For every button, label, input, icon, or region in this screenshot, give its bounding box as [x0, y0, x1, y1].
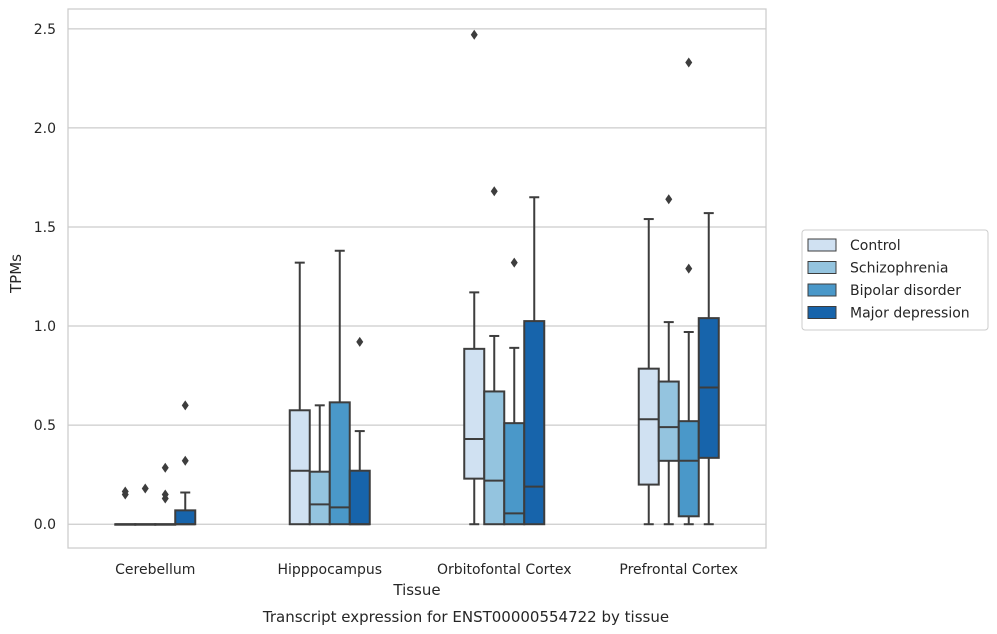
box-iqr [523, 320, 546, 526]
legend-entry: Major depression [850, 306, 970, 322]
y-tick-label: 2.5 [34, 22, 56, 38]
box-major-depression [523, 196, 546, 526]
y-tick-label: 0.5 [34, 418, 56, 434]
legend-entry: Bipolar disorder [850, 283, 961, 299]
x-axis: Cerebellum Hipppocampus Orbitofontal Corte… [115, 562, 738, 578]
box-major-depression [348, 336, 371, 526]
box-iqr [657, 380, 680, 462]
x-tick-label: Cerebellum [115, 562, 195, 578]
legend: Control Schizophrenia Bipolar disorder Majo… [801, 229, 989, 331]
x-tick-label: Orbitofontal Cortex [437, 562, 572, 578]
legend-entry: Schizophrenia [850, 261, 948, 277]
outlier-point [161, 489, 169, 500]
box-iqr [677, 420, 700, 518]
legend-swatch [807, 306, 837, 319]
outlier-point [510, 257, 518, 268]
box-iqr [463, 347, 486, 480]
box-schizophrenia [483, 186, 506, 526]
box-schizophrenia [657, 194, 680, 526]
outlier-point [121, 486, 129, 497]
box-control [114, 486, 137, 526]
box-iqr [483, 390, 506, 526]
legend-frame [801, 229, 989, 331]
box-control [637, 218, 660, 526]
box-schizophrenia [308, 404, 331, 526]
box-bipolar-disorder [154, 462, 177, 526]
box-iqr [503, 422, 526, 526]
box-control [288, 261, 311, 526]
x-tick-label: Prefrontal Cortex [619, 562, 738, 578]
outlier-point [665, 194, 673, 205]
x-tick-label: Hipppocampus [277, 562, 382, 578]
box-iqr [348, 469, 371, 526]
box-control [463, 29, 486, 526]
box-major-depression [697, 212, 720, 526]
y-tick-label: 1.0 [34, 319, 56, 335]
box-iqr [174, 509, 197, 526]
outlier-point [356, 336, 364, 347]
box-major-depression [174, 400, 197, 526]
box-bipolar-disorder [677, 57, 700, 526]
outlier-point [181, 400, 189, 411]
box-iqr [328, 401, 351, 526]
outlier-point [685, 263, 693, 274]
y-tick-label: 1.5 [34, 220, 56, 236]
legend-entry: Control [850, 238, 901, 254]
box-iqr [308, 470, 331, 526]
boxes [114, 29, 720, 526]
y-tick-label: 0.0 [34, 517, 56, 533]
y-tick-label: 2.0 [34, 121, 56, 137]
x-axis-label: Tissue [392, 581, 440, 599]
outlier-point [181, 455, 189, 466]
outlier-point [141, 483, 149, 494]
box-bipolar-disorder [503, 257, 526, 526]
legend-swatch [807, 238, 837, 252]
chart-caption: Transcript expression for ENST0000055472… [262, 608, 669, 626]
outlier-point [470, 29, 478, 40]
box-iqr [288, 409, 311, 526]
outlier-point [161, 462, 169, 473]
box-iqr [637, 367, 660, 486]
box-bipolar-disorder [328, 249, 351, 526]
legend-swatch [807, 261, 837, 274]
legend-swatch [807, 283, 837, 297]
y-axis: 0.0 0.5 1.0 1.5 2.0 2.5 [34, 22, 56, 533]
plot-area [67, 8, 767, 549]
y-axis-label: TPMs [7, 254, 25, 294]
outlier-point [685, 57, 693, 68]
outlier-point [490, 186, 498, 197]
box-schizophrenia [134, 483, 157, 526]
